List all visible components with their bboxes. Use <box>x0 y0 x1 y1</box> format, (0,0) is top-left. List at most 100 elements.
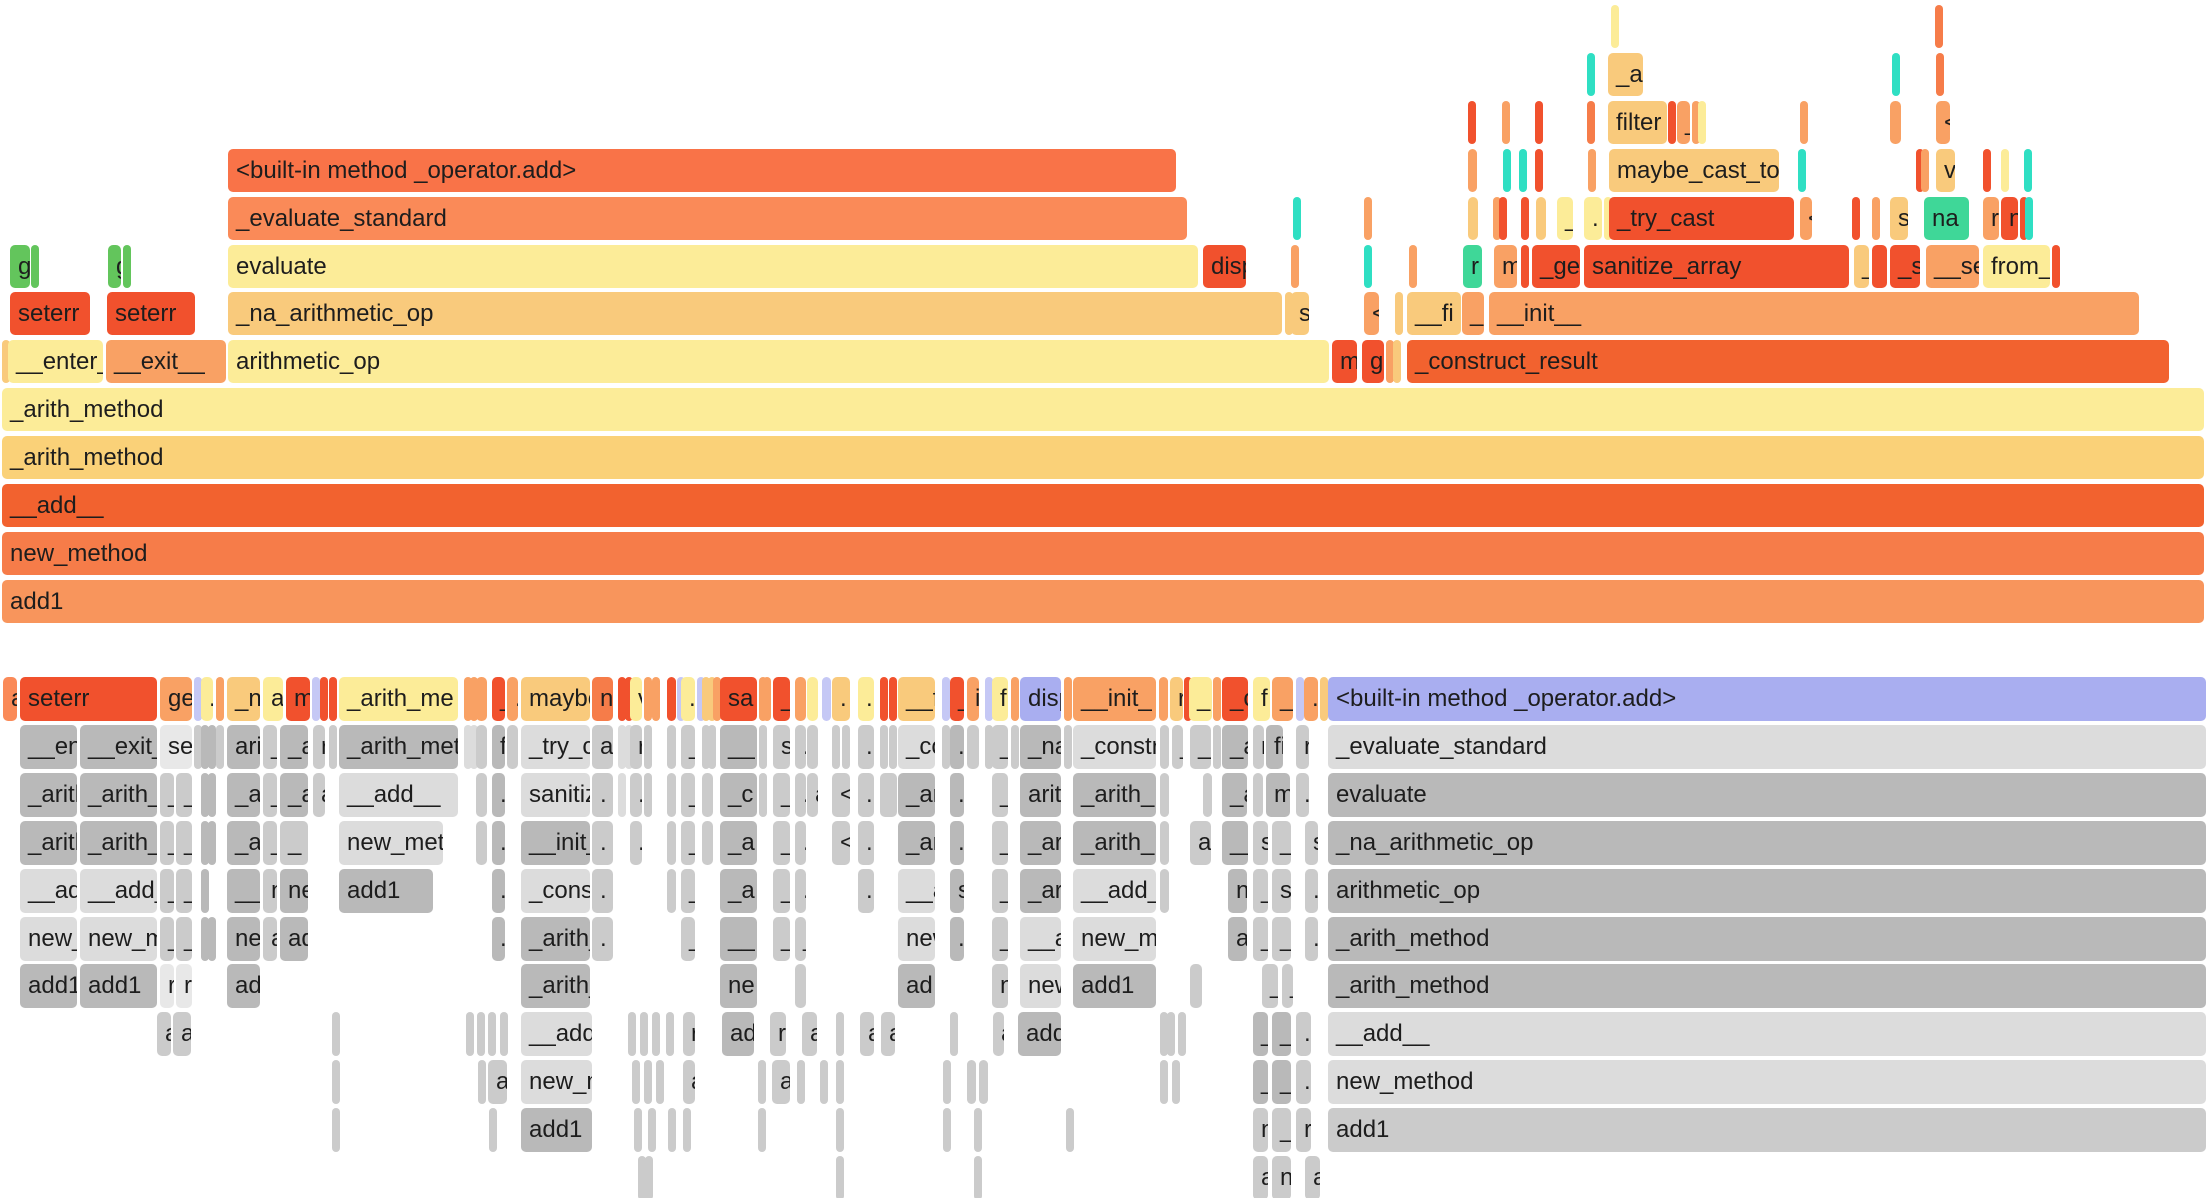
frame-sliver[interactable] <box>2052 245 2060 288</box>
frame-sliver[interactable] <box>1468 101 1476 144</box>
frame-sliver[interactable] <box>1468 149 1477 192</box>
frame-.[interactable] <box>1160 773 1169 817</box>
frame-ad[interactable]: ad <box>722 1012 754 1056</box>
frame-sliver[interactable] <box>312 677 320 721</box>
frame-sliver[interactable] <box>967 725 979 769</box>
frame-_[interactable]: _ <box>1272 917 1291 961</box>
frame-_[interactable]: _ <box>992 725 1008 769</box>
frame-sanitize_array[interactable]: sanitize_array <box>1584 245 1849 288</box>
frame-v[interactable]: v <box>630 677 642 721</box>
frame-_[interactable]: _ <box>176 917 192 961</box>
frame-sliver[interactable] <box>1011 677 1019 721</box>
frame-_[interactable]: _ <box>1172 725 1183 769</box>
frame-sliver[interactable] <box>1502 101 1510 144</box>
frame-.[interactable]: . <box>630 773 642 817</box>
frame-_[interactable]: _ <box>160 773 174 817</box>
frame-n[interactable]: n <box>1272 1156 1291 1198</box>
frame-sliver[interactable] <box>889 725 897 769</box>
frame-add1[interactable]: add1 <box>2 580 2204 623</box>
frame-sliver[interactable] <box>1499 197 1507 240</box>
frame-r[interactable]: r <box>313 725 325 769</box>
frame-_[interactable]: _ <box>160 869 174 913</box>
frame-.[interactable] <box>1921 149 1929 192</box>
frame-_a[interactable]: _a <box>1608 53 1643 96</box>
frame-_a[interactable]: _a <box>227 773 260 817</box>
frame-__f[interactable]: __f <box>898 677 935 721</box>
frame-n[interactable] <box>1203 773 1212 817</box>
frame-sliver[interactable] <box>1291 245 1299 288</box>
frame-sliver[interactable] <box>1892 53 1900 96</box>
frame-a[interactable]: a <box>1305 1156 1320 1198</box>
frame-add1[interactable]: add1 <box>1328 1108 2206 1152</box>
frame-disp[interactable]: disp <box>1203 245 1246 288</box>
frame-n[interactable]: n <box>1253 725 1264 769</box>
frame-sliver[interactable] <box>1064 677 1072 721</box>
frame-n[interactable]: n <box>992 964 1008 1008</box>
frame-__[interactable]: __ <box>1222 821 1248 865</box>
frame-evaluate[interactable]: evaluate <box>228 245 1198 288</box>
frame-sliver[interactable] <box>880 677 888 721</box>
frame-s[interactable]: s <box>1305 821 1318 865</box>
frame-ne[interactable]: ne <box>280 869 308 913</box>
frame-_[interactable]: _ <box>280 821 308 865</box>
frame-s[interactable]: s <box>950 869 964 913</box>
frame-_arith_method[interactable]: _arith_method <box>521 917 590 961</box>
frame-sliver[interactable] <box>478 1060 486 1104</box>
frame-sliver[interactable] <box>2001 149 2009 192</box>
frame-a[interactable]: a <box>488 1060 507 1104</box>
frame-new_method[interactable]: new_method <box>339 821 443 865</box>
frame-arithmetic_op[interactable]: arithmetic_op <box>1020 773 1061 817</box>
frame-n[interactable]: n <box>592 677 613 721</box>
frame-a[interactable]: a <box>1190 821 1211 865</box>
frame-sliver[interactable] <box>974 1156 982 1198</box>
frame-.[interactable]: . <box>1584 197 1602 240</box>
frame-sliver[interactable] <box>618 677 626 721</box>
frame-_[interactable]: _ <box>1282 964 1293 1008</box>
frame-a[interactable]: a <box>1228 917 1247 961</box>
frame-sliver[interactable] <box>1159 677 1168 721</box>
frame-_[interactable]: _ <box>1189 677 1212 721</box>
frame-_[interactable]: _ <box>176 821 192 865</box>
frame-sliver[interactable] <box>759 725 767 769</box>
frame-.[interactable]: . <box>1296 773 1309 817</box>
frame-_a[interactable]: _a <box>227 821 260 865</box>
frame-a[interactable] <box>208 917 216 961</box>
frame-sliver[interactable] <box>320 677 328 721</box>
frame-sliver[interactable] <box>1519 149 1527 192</box>
frame-sliver[interactable] <box>476 773 487 817</box>
frame-ad[interactable]: ad <box>227 964 260 1008</box>
frame-a[interactable]: a <box>807 773 818 817</box>
frame-sliver[interactable] <box>470 725 478 769</box>
frame-_na_arithmetic_op[interactable]: _na_arithmetic_op <box>228 292 1282 335</box>
frame-<[interactable]: < <box>1800 197 1812 240</box>
frame-a[interactable]: a <box>993 1012 1004 1056</box>
frame-__[interactable]: __ <box>720 725 757 769</box>
frame-n[interactable]: n <box>263 869 277 913</box>
frame-sliver[interactable] <box>708 677 716 721</box>
frame-.[interactable]: . <box>795 869 806 913</box>
frame-sliver[interactable] <box>500 1012 508 1056</box>
frame-.[interactable]: . <box>795 821 806 865</box>
frame-sliver[interactable] <box>625 677 633 721</box>
frame-sliver[interactable] <box>1916 149 1924 192</box>
frame-sliver[interactable] <box>763 677 771 721</box>
frame-<[interactable]: < <box>1364 292 1379 335</box>
frame-_ar[interactable]: _ar <box>898 773 935 817</box>
frame-_arith_me[interactable]: _arith_me <box>339 677 458 721</box>
frame-sliver[interactable] <box>2 340 10 383</box>
frame-a[interactable] <box>201 917 209 961</box>
frame-filter[interactable]: filter <box>1608 101 1667 144</box>
frame-_[interactable]: _ <box>1854 245 1869 288</box>
frame-sliver[interactable] <box>950 1012 958 1056</box>
frame-_a[interactable]: _a <box>280 773 308 817</box>
frame-sliver[interactable] <box>836 1156 844 1198</box>
frame-sliver[interactable] <box>470 677 478 721</box>
frame-sliver[interactable] <box>708 725 716 769</box>
frame-__add__[interactable]: __add__ <box>339 773 458 817</box>
frame-f[interactable]: f <box>1253 677 1270 721</box>
frame-add1[interactable]: add1 <box>80 964 157 1008</box>
frame-new_method[interactable]: new_method <box>20 917 77 961</box>
frame-sliver[interactable] <box>1521 245 1529 288</box>
frame-.[interactable]: . <box>858 677 874 721</box>
frame-r[interactable]: r <box>160 964 174 1008</box>
